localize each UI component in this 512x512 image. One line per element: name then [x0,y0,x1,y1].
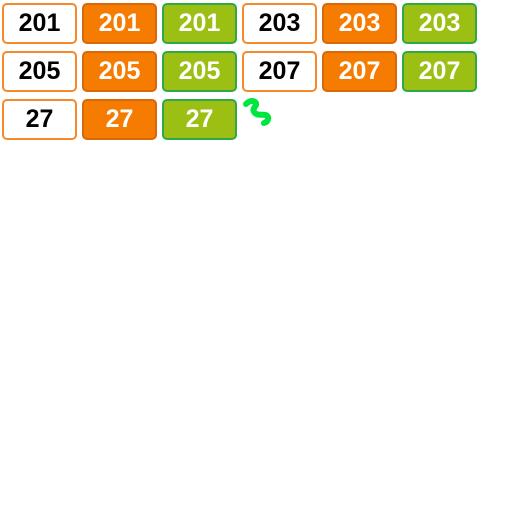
tile-white-27[interactable]: 27 [2,99,77,140]
tile-green-203[interactable]: 203 [402,3,477,44]
tile-orange-205[interactable]: 205 [82,51,157,92]
tile-white-205[interactable]: 205 [2,51,77,92]
tile-green-207[interactable]: 207 [402,51,477,92]
tile-orange-201[interactable]: 201 [82,3,157,44]
tile-white-201[interactable]: 201 [2,3,77,44]
tile-orange-207[interactable]: 207 [322,51,397,92]
tile-orange-203[interactable]: 203 [322,3,397,44]
tile-green-205[interactable]: 205 [162,51,237,92]
tile-white-203[interactable]: 203 [242,3,317,44]
tile-white-207[interactable]: 207 [242,51,317,92]
tile-orange-27[interactable]: 27 [82,99,157,140]
tile-green-201[interactable]: 201 [162,3,237,44]
tile-green-27[interactable]: 27 [162,99,237,140]
drag-handle-icon [243,98,272,126]
